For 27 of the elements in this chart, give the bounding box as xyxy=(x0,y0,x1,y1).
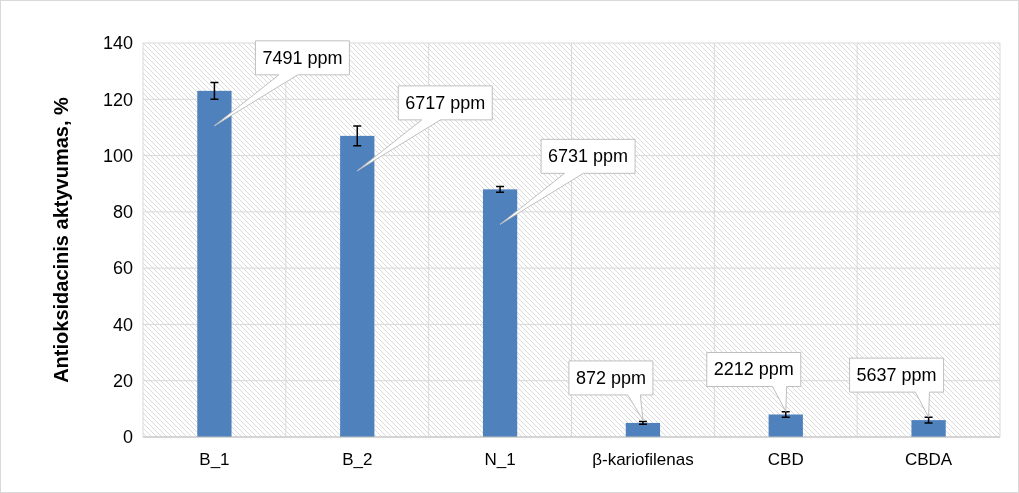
bar xyxy=(768,414,803,437)
x-tick-label: CBDA xyxy=(904,450,953,470)
x-tick-label: β-kariofilenas xyxy=(592,450,694,470)
annotation: 2212 ppm xyxy=(713,359,794,380)
y-tick-label: 80 xyxy=(112,202,133,223)
annotation: 6731 ppm xyxy=(548,146,629,167)
annotation: 872 ppm xyxy=(575,367,646,388)
y-tick-label: 0 xyxy=(122,427,133,448)
y-tick-label: 140 xyxy=(102,33,133,54)
y-axis-title: Antioksidacinis aktyvumas, % xyxy=(50,96,72,383)
x-tick-label: N_1 xyxy=(484,450,516,470)
annotation: 5637 ppm xyxy=(856,365,937,386)
y-tick-label: 20 xyxy=(112,370,133,391)
x-tick-label: B_1 xyxy=(199,450,230,470)
y-tick-label: 120 xyxy=(102,89,133,110)
y-tick-label: 100 xyxy=(102,145,133,166)
x-tick-label: CBD xyxy=(767,450,804,470)
annotation: 6717 ppm xyxy=(405,92,486,113)
bar xyxy=(482,189,518,437)
bar xyxy=(197,90,232,437)
y-tick-label: 40 xyxy=(112,314,133,335)
y-tick-label: 60 xyxy=(112,258,133,279)
bar xyxy=(340,135,375,437)
annotation: 7491 ppm xyxy=(262,47,343,68)
bar xyxy=(625,422,661,437)
x-tick-label: B_2 xyxy=(342,450,373,470)
bar xyxy=(911,420,946,437)
